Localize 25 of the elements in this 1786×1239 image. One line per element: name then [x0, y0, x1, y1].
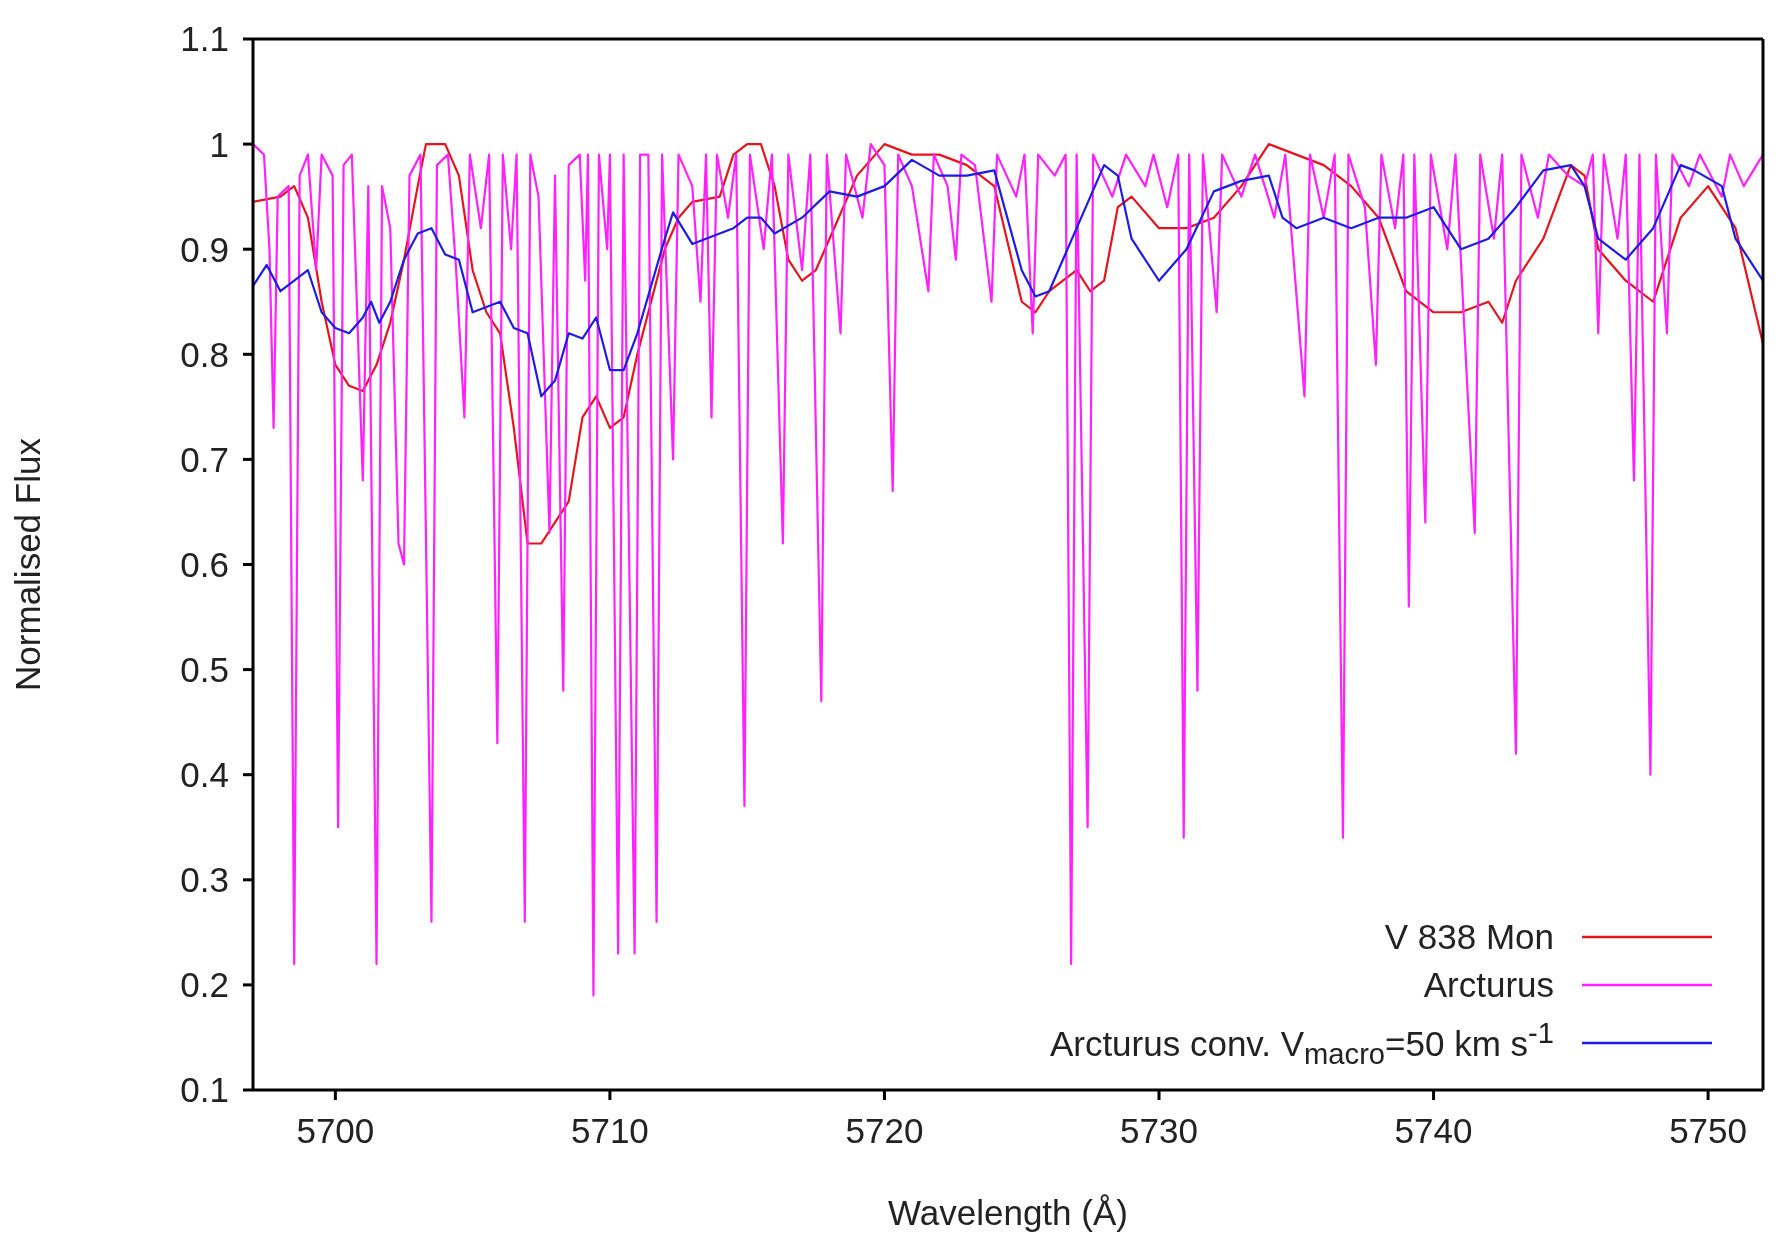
x-tick-label: 5700	[296, 1110, 375, 1150]
x-tick-label: 5710	[570, 1110, 649, 1150]
y-tick-label: 0.6	[180, 544, 229, 584]
legend-label: Arcturus conv. V$_{macro}$=50 km s$^{-1}$	[1049, 1016, 1554, 1072]
y-tick-label: 0.1	[180, 1070, 229, 1110]
y-tick-label: 1.1	[180, 19, 229, 59]
y-tick-label: 0.2	[180, 965, 229, 1005]
legend-label: Arcturus	[1423, 964, 1554, 1006]
y-tick-label: 0.3	[180, 860, 229, 900]
x-axis-title: Wavelength (Å)	[888, 1193, 1128, 1232]
y-axis-title: Normalised Flux	[8, 437, 48, 691]
y-tick-label: 0.4	[180, 755, 229, 795]
x-tick-label: 5750	[1669, 1110, 1748, 1150]
line-series	[253, 158, 1763, 398]
line-series	[253, 143, 1763, 545]
y-tick-label: 0.8	[180, 334, 229, 374]
legend-label: V 838 Mon	[1384, 916, 1554, 958]
x-tick-label: 5730	[1120, 1110, 1198, 1150]
y-tick-label: 0.9	[180, 229, 229, 269]
y-tick-label: 0.5	[180, 650, 229, 690]
line-series	[253, 143, 1763, 997]
y-tick-label: 1	[209, 124, 229, 164]
y-tick-label: 0.7	[180, 439, 229, 479]
x-tick-label: 5720	[845, 1110, 924, 1150]
x-tick-label: 5740	[1394, 1110, 1473, 1150]
